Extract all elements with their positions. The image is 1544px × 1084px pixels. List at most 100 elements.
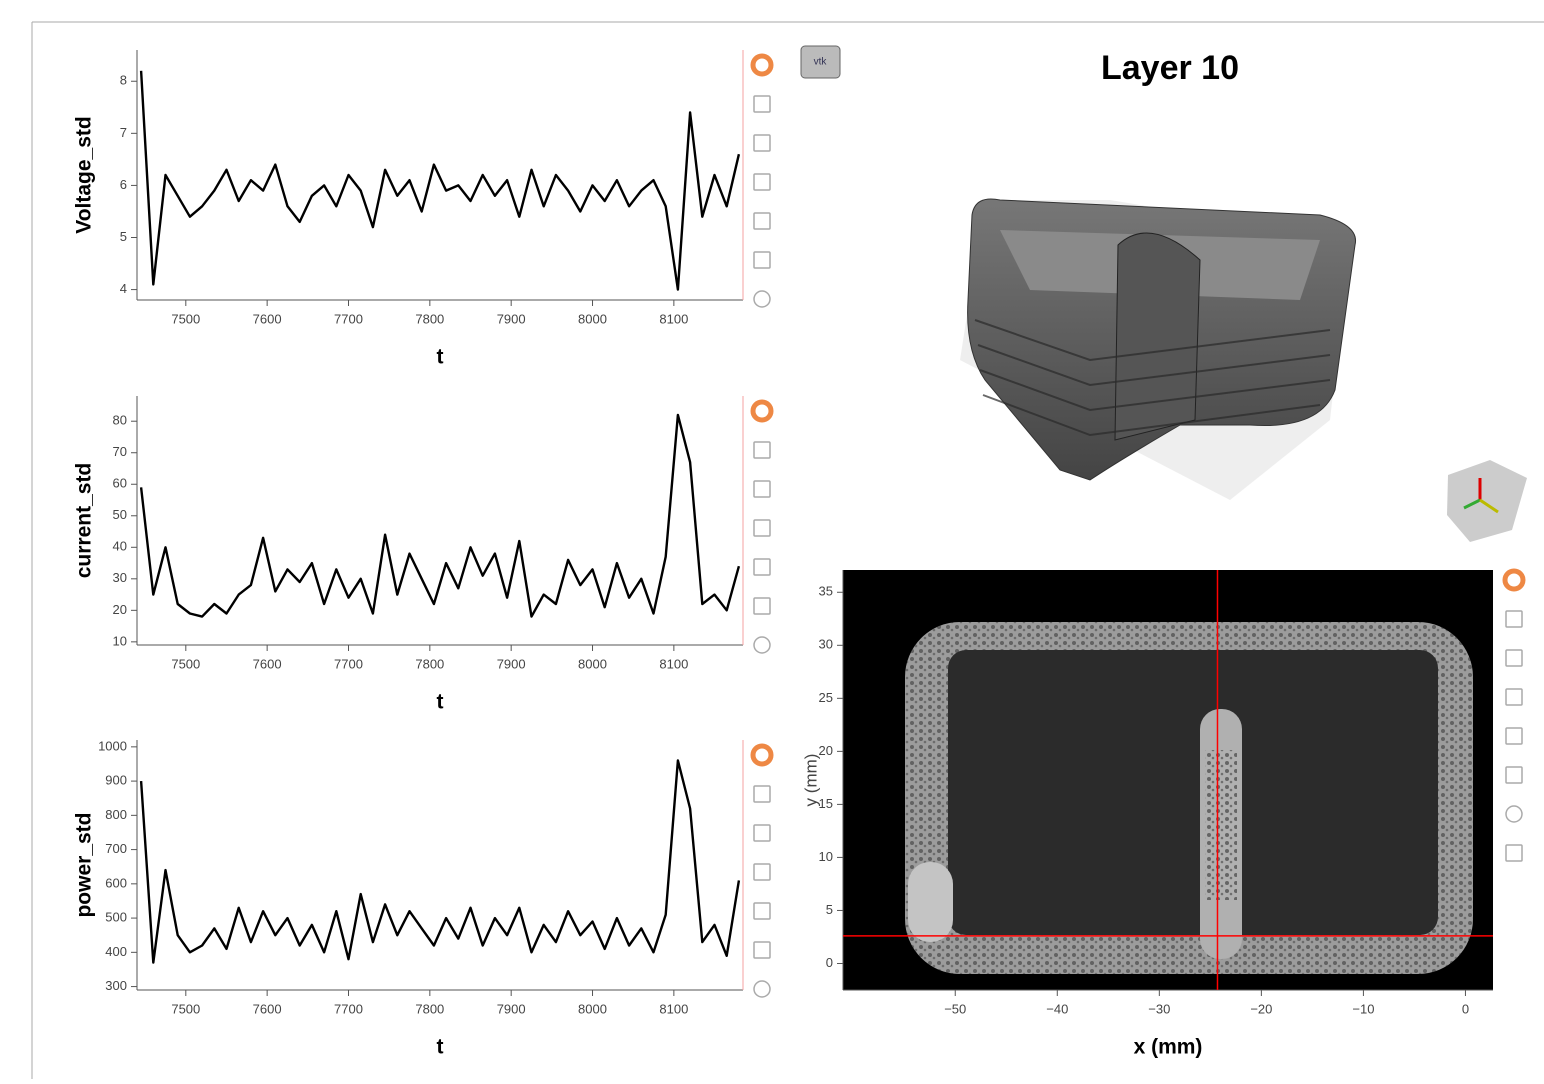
x-tick-label: 8100 [659, 1001, 688, 1016]
tool-button[interactable] [1505, 688, 1523, 706]
tool-button[interactable] [1502, 568, 1526, 592]
x-tick-label: 7800 [415, 1001, 444, 1016]
tool-button[interactable] [753, 824, 771, 842]
x-axis-label: t [437, 1036, 444, 1059]
tool-button[interactable] [753, 980, 771, 998]
vtk-button[interactable] [800, 45, 841, 79]
y-tick-label: 6 [120, 177, 127, 192]
y-axis-label: power_std [73, 812, 96, 917]
x-tick-label: 7500 [171, 311, 200, 326]
x-axis-label: x (mm) [1134, 1036, 1203, 1059]
y-tick-label: 5 [826, 902, 833, 917]
toolbar [750, 399, 774, 654]
y-tick-label: 4 [120, 281, 127, 296]
y-tick-label: 80 [113, 413, 127, 428]
y-axis-label: current_std [73, 463, 96, 579]
y-tick-label: 20 [113, 602, 127, 617]
x-tick-label: 7800 [415, 656, 444, 671]
y-tick-label: 900 [105, 773, 127, 788]
tool-button[interactable] [753, 941, 771, 959]
x-tick-label: 0 [1462, 1001, 1469, 1016]
tool-button[interactable] [753, 134, 771, 152]
x-tick-label: −40 [1046, 1001, 1068, 1016]
x-tick-label: 8000 [578, 311, 607, 326]
y-tick-label: 15 [819, 796, 833, 811]
y-tick-label: 40 [113, 539, 127, 554]
y-tick-label: 400 [105, 944, 127, 959]
x-axis-label: t [437, 346, 444, 369]
x-tick-label: 7800 [415, 311, 444, 326]
tool-button[interactable] [753, 519, 771, 537]
y-tick-label: 35 [819, 584, 833, 599]
x-tick-label: 7700 [334, 311, 363, 326]
y-tick-label: 25 [819, 690, 833, 705]
tool-button[interactable] [753, 902, 771, 920]
y-tick-label: 800 [105, 807, 127, 822]
x-tick-label: 8000 [578, 656, 607, 671]
tool-button[interactable] [1505, 844, 1523, 862]
tool-button[interactable] [753, 785, 771, 803]
tool-button[interactable] [753, 173, 771, 191]
y-tick-label: 0 [826, 955, 833, 970]
x-tick-label: −20 [1250, 1001, 1272, 1016]
y-tick-label: 700 [105, 841, 127, 856]
y-tick-label: 10 [819, 849, 833, 864]
tool-button[interactable] [753, 863, 771, 881]
toolbar [750, 53, 774, 308]
tool-button[interactable] [1505, 610, 1523, 628]
series-line [139, 413, 741, 618]
tool-button[interactable] [750, 399, 774, 423]
tool-button[interactable] [753, 558, 771, 576]
y-tick-label: 8 [120, 73, 127, 88]
x-tick-label: 7700 [334, 656, 363, 671]
x-tick-label: 8100 [659, 656, 688, 671]
toolbar [750, 743, 774, 998]
tool-button[interactable] [1505, 649, 1523, 667]
y-axis-label: y (mm) [801, 754, 820, 807]
volume-title: Layer 10 [1101, 49, 1239, 87]
tool-button[interactable] [753, 95, 771, 113]
tool-button[interactable] [1505, 766, 1523, 784]
y-tick-label: 70 [113, 444, 127, 459]
tool-button[interactable] [753, 290, 771, 308]
toolbar [1502, 568, 1526, 862]
series-line [139, 70, 741, 291]
volume-render [960, 198, 1357, 500]
tool-button[interactable] [753, 251, 771, 269]
x-tick-label: −50 [944, 1001, 966, 1016]
y-tick-label: 1000 [98, 738, 127, 753]
orientation-cube[interactable] [1447, 460, 1527, 542]
y-tick-label: 30 [819, 637, 833, 652]
x-tick-label: 7900 [497, 1001, 526, 1016]
y-tick-label: 5 [120, 229, 127, 244]
x-tick-label: −30 [1148, 1001, 1170, 1016]
tool-button[interactable] [753, 212, 771, 230]
y-tick-label: 60 [113, 476, 127, 491]
tool-button[interactable] [1505, 727, 1523, 745]
x-tick-label: 7700 [334, 1001, 363, 1016]
y-tick-label: 10 [113, 633, 127, 648]
tool-button[interactable] [753, 597, 771, 615]
x-axis-label: t [437, 691, 444, 714]
x-tick-label: 8000 [578, 1001, 607, 1016]
y-tick-label: 7 [120, 125, 127, 140]
y-axis-label: Voltage_std [73, 116, 96, 233]
x-tick-label: 7900 [497, 656, 526, 671]
tool-button[interactable] [750, 53, 774, 77]
y-tick-label: 600 [105, 875, 127, 890]
y-tick-label: 500 [105, 910, 127, 925]
x-tick-label: 7600 [253, 656, 282, 671]
tool-button[interactable] [753, 636, 771, 654]
tool-button[interactable] [753, 480, 771, 498]
tool-button[interactable] [753, 441, 771, 459]
tool-button[interactable] [750, 743, 774, 767]
series-line [139, 759, 741, 964]
y-tick-label: 50 [113, 507, 127, 522]
x-tick-label: 8100 [659, 311, 688, 326]
tool-button[interactable] [1505, 805, 1523, 823]
x-tick-label: 7600 [253, 1001, 282, 1016]
y-tick-label: 30 [113, 570, 127, 585]
vtk-icon: vtk [814, 57, 828, 68]
x-tick-label: 7600 [253, 311, 282, 326]
